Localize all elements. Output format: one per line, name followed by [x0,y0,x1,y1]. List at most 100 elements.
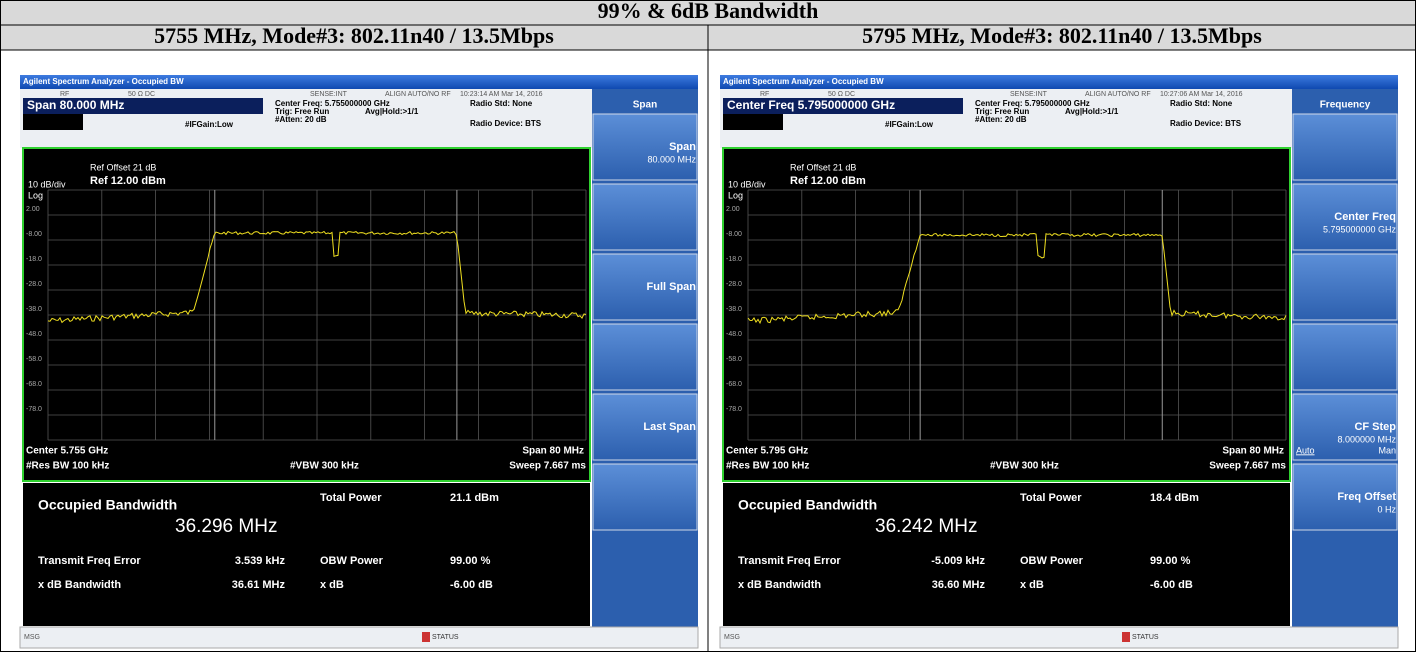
sweep: Sweep 7.667 ms [1209,461,1286,472]
softkey[interactable] [1293,114,1397,180]
result-label: Transmit Freq Error [38,555,141,567]
y-label: -58.0 [26,356,42,363]
graph-area [23,148,590,481]
result-label: x dB Bandwidth [738,579,821,591]
y-label: -58.0 [726,356,742,363]
page: 99% & 6dB Bandwidth 5755 MHz, Mode#3: 80… [0,0,1416,652]
y-label: -48.0 [26,331,42,338]
center-label: Center 5.795 GHz [726,446,808,457]
status-item: ALIGN AUTO/NO RF [1085,91,1151,98]
softkey-label: Span [669,141,696,153]
y-label: -68.0 [26,381,42,388]
center-label: Center 5.755 GHz [26,446,108,457]
y-label: -78.0 [726,406,742,413]
ref-level: Ref 12.00 dBm [790,175,866,187]
status-item: 10:23:14 AM Mar 14, 2016 [460,91,543,98]
result-label: OBW Power [1020,555,1084,567]
setting: #Atten: 20 dB [975,115,1027,124]
result-label: x dB [1020,579,1044,591]
softkey-label: Center Freq [1334,211,1396,223]
scale: 10 dB/div [728,179,766,189]
status: STATUS [432,634,459,641]
softkey[interactable] [593,324,697,390]
status-icon [1122,632,1130,642]
graph-area [723,148,1290,481]
log-label: Log [728,190,743,200]
setting: #IFGain:Low [885,120,934,129]
msg: MSG [724,634,740,641]
softkey-label: CF Step [1354,421,1396,433]
y-label: -48.0 [726,331,742,338]
y-label: -8.00 [726,231,742,238]
softkey[interactable] [593,184,697,250]
result-label: Total Power [1020,492,1082,504]
softkey-value: 8.000000 MHz [1337,434,1396,444]
msg: MSG [24,634,40,641]
span-label: Span 80 MHz [1222,446,1284,457]
setting: #Atten: 20 dB [275,115,327,124]
status-item: 10:27:06 AM Mar 14, 2016 [1160,91,1243,98]
result-label: x dB Bandwidth [38,579,121,591]
result-value: 99.00 % [1150,555,1191,567]
result-value: 36.242 MHz [875,516,977,537]
res-bw: #Res BW 100 kHz [726,461,809,472]
softkey-value: 5.795000000 GHz [1323,224,1397,234]
y-label: -68.0 [726,381,742,388]
softkey[interactable] [1293,254,1397,320]
softkey-option: Auto [1296,445,1315,455]
menu-title: Span [633,100,657,111]
y-label: -78.0 [26,406,42,413]
setting: Avg|Hold:>1/1 [1065,107,1119,116]
status-item: ALIGN AUTO/NO RF [385,91,451,98]
result-value: -6.00 dB [1150,579,1193,591]
softkey[interactable] [1293,324,1397,390]
log-label: Log [28,190,43,200]
setting: Radio Std: None [470,99,533,108]
ref-level: Ref 12.00 dBm [90,175,166,187]
result-value: 18.4 dBm [1150,492,1199,504]
softkey[interactable] [593,464,697,530]
sweep: Sweep 7.667 ms [509,461,586,472]
result-value: -6.00 dB [450,579,493,591]
analyzer-screen: Agilent Spectrum Analyzer - Occupied BW R… [720,75,1398,648]
result-value: 99.00 % [450,555,491,567]
y-label: -28.0 [26,281,42,288]
result-value: -5.009 kHz [931,555,985,567]
status-icon [422,632,430,642]
result-label: Total Power [320,492,382,504]
y-label: 2.00 [26,206,40,213]
result-value: 21.1 dBm [450,492,499,504]
y-label: -18.0 [726,256,742,263]
y-label: 2.00 [726,206,740,213]
result-value: 36.61 MHz [232,579,286,591]
ref-offset: Ref Offset 21 dB [790,162,856,172]
softkey-label: Full Span [647,281,697,293]
panel-heading: 5755 MHz, Mode#3: 802.11n40 / 13.5Mbps [154,23,554,48]
vbw: #VBW 300 kHz [990,461,1059,472]
scale: 10 dB/div [28,179,66,189]
active-function-text: Center Freq 5.795000000 GHz [727,98,895,112]
result-label: Occupied Bandwidth [738,497,877,513]
status-item: RF [760,91,769,98]
setting: Radio Device: BTS [470,119,542,128]
result-value: 36.60 MHz [932,579,986,591]
status: STATUS [1132,634,1159,641]
result-label: x dB [320,579,344,591]
table-title: 99% & 6dB Bandwidth [598,0,819,23]
softkey-value: 80.000 MHz [647,154,696,164]
softkey-value: 0 Hz [1377,504,1396,514]
result-label: Occupied Bandwidth [38,497,177,513]
res-bw: #Res BW 100 kHz [26,461,109,472]
result-value: 3.539 kHz [235,555,286,567]
softkey-label: Freq Offset [1337,491,1396,503]
result-label: OBW Power [320,555,384,567]
status-item: SENSE:INT [1010,91,1048,98]
softkey-label: Last Span [643,421,696,433]
window-title: Agilent Spectrum Analyzer - Occupied BW [23,77,184,86]
window-title: Agilent Spectrum Analyzer - Occupied BW [723,77,884,86]
y-label: -28.0 [726,281,742,288]
analyzer-screen: Agilent Spectrum Analyzer - Occupied BW R… [20,75,698,648]
status-item: 50 Ω DC [828,91,855,98]
status-item: SENSE:INT [310,91,348,98]
y-label: -8.00 [26,231,42,238]
